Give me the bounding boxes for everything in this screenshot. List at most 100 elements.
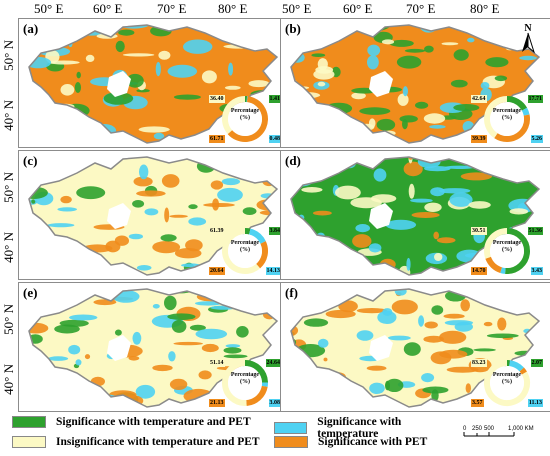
region-fill	[29, 25, 277, 143]
region-patch	[422, 386, 449, 394]
region-patch	[76, 186, 106, 200]
region-patch	[524, 289, 539, 291]
donut-segment	[508, 360, 524, 372]
donut-segment	[494, 114, 530, 142]
region-patch	[158, 50, 171, 60]
donut-segment	[484, 360, 530, 406]
region-patch	[291, 274, 301, 275]
donut-segment	[505, 228, 530, 274]
region-patch	[221, 178, 240, 186]
region-patch	[291, 79, 298, 90]
region-patch	[101, 137, 126, 143]
region-patch	[85, 396, 108, 402]
region-patch	[291, 223, 298, 233]
region-patch	[47, 138, 53, 143]
region-patch	[402, 86, 408, 97]
region-patch	[376, 118, 396, 131]
region-patch	[329, 157, 350, 166]
legend-swatch	[274, 422, 308, 434]
map-panel-a: (a) 36.40 1.41 61.71 0.48 Percentage (%)	[18, 18, 290, 148]
region-patch	[248, 80, 270, 88]
lat-label: 40° N	[1, 100, 16, 131]
region-patch	[169, 214, 188, 218]
legend-swatch	[12, 436, 46, 448]
region-patch	[291, 256, 293, 271]
region-patch	[71, 289, 93, 294]
donut-segment	[244, 360, 268, 383]
region-patch	[59, 319, 89, 327]
region-patch	[418, 315, 425, 327]
legend-label: Significance with temperature and PET	[56, 416, 251, 428]
percentage-value: 36.40	[209, 95, 225, 103]
percentage-value: 39.39	[471, 135, 487, 143]
region-patch	[31, 199, 36, 204]
region-patch	[19, 377, 25, 390]
region-patch	[179, 157, 196, 160]
donut-center-label: Percentage (%)	[230, 372, 260, 385]
region-patch	[173, 94, 201, 100]
region-patch	[71, 289, 89, 291]
region-patch	[381, 39, 395, 45]
region-patch	[168, 351, 176, 362]
legend-item-temp-and-pet: Significance with temperature and PET	[12, 416, 251, 428]
lake-shape	[107, 203, 131, 229]
region-patch	[152, 304, 160, 309]
legend: Significance with temperature and PET Si…	[12, 416, 462, 456]
lat-label: 40° N	[1, 232, 16, 263]
donut-segment	[248, 228, 266, 244]
region-patch	[509, 208, 529, 215]
region-patch	[486, 333, 519, 339]
region-patch	[136, 265, 152, 271]
donut-segment	[506, 96, 528, 111]
region-patch	[424, 321, 438, 329]
region-patch	[301, 187, 323, 193]
region-patch	[294, 230, 316, 245]
map-svg	[290, 156, 541, 276]
percentage-value: 51.36	[527, 227, 543, 235]
percentage-value: 3.57	[471, 399, 484, 407]
region-patch	[164, 207, 170, 223]
donut-segment	[245, 385, 268, 406]
region-patch	[144, 208, 159, 216]
region-patch	[423, 113, 446, 124]
region-patch	[291, 138, 305, 142]
region-patch	[55, 258, 65, 269]
region-patch	[132, 200, 145, 208]
region-patch	[396, 55, 422, 69]
region-patch	[444, 165, 475, 169]
percentage-donut: 51.14 24.64 21.13 3.08 Percentage (%)	[209, 357, 281, 409]
region-patch	[397, 93, 409, 106]
region-patch	[485, 57, 509, 68]
region-patch	[242, 207, 257, 215]
region-patch	[82, 244, 113, 253]
region-patch	[318, 408, 344, 411]
region-patch	[320, 402, 341, 407]
region-patch	[250, 172, 267, 182]
percentage-value: 30.51	[471, 227, 487, 235]
region-patch	[183, 39, 213, 54]
region-patch	[42, 96, 50, 102]
region-patch	[161, 174, 180, 188]
donut-center-label: Percentage (%)	[492, 240, 522, 253]
region-patch	[331, 157, 363, 158]
donut-segment	[255, 241, 268, 269]
percentage-value: 3.08	[268, 399, 281, 407]
region-patch	[94, 25, 101, 26]
lake-shape	[107, 335, 131, 361]
region-patch	[252, 300, 277, 308]
region-patch	[424, 45, 434, 53]
lon-label: 60° E	[343, 1, 373, 16]
region-patch	[82, 263, 114, 267]
scale-tick: 1,000 KM	[508, 426, 534, 432]
region-patch	[369, 382, 385, 394]
percentage-value: 42.64	[471, 95, 487, 103]
region-patch	[441, 42, 459, 46]
percentage-value: 21.13	[209, 399, 225, 407]
region-patch	[314, 394, 321, 403]
region-patch	[195, 301, 222, 306]
region-patch	[76, 71, 81, 79]
region-patch	[368, 243, 382, 253]
region-patch	[29, 266, 35, 275]
region-patch	[303, 318, 329, 327]
region-patch	[291, 353, 303, 360]
